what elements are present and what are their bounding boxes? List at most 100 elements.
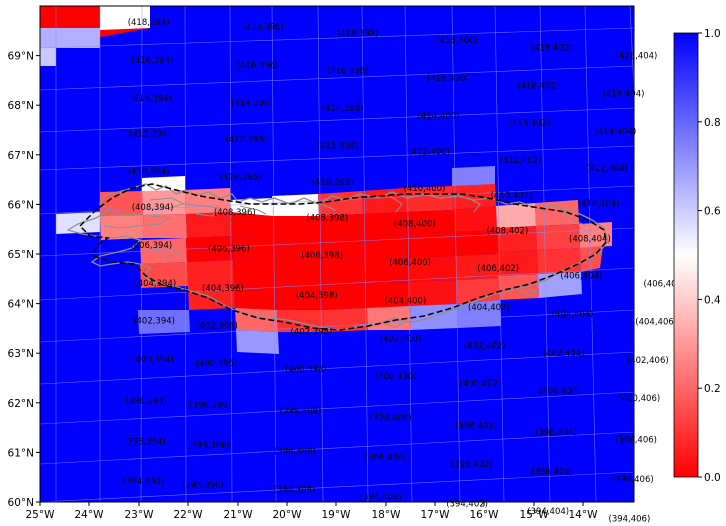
tile-label: (396,400)	[365, 453, 407, 463]
tile-label: (412,398)	[317, 141, 359, 151]
tile	[367, 306, 411, 330]
tile	[277, 310, 324, 332]
tile-label: (396,402)	[451, 460, 493, 470]
tile-label: (410,400)	[404, 184, 446, 194]
tile	[234, 284, 277, 310]
x-tick-label: 25°W	[26, 509, 56, 521]
tile	[456, 278, 500, 304]
tile-label: (396,406)	[612, 475, 654, 485]
colorbar-tick-label: 0.0	[704, 472, 721, 484]
tile-label: (408,394)	[132, 203, 174, 213]
tile	[497, 250, 538, 276]
x-tick-label: 19°W	[322, 509, 352, 521]
tile-label: (416,402)	[517, 82, 559, 92]
tile	[452, 166, 495, 190]
tile-label: (416,400)	[427, 74, 469, 84]
tile	[232, 236, 275, 262]
tile-label: (404,398)	[296, 291, 338, 301]
tile-layer	[40, 6, 612, 354]
tile-label: (400,400)	[375, 372, 417, 382]
tile-label: (394,396)	[182, 481, 224, 491]
x-tick-label: 15°W	[520, 509, 550, 521]
tile	[535, 200, 579, 226]
tile-label: (394,394)	[123, 477, 165, 487]
tile-label: (418,398)	[337, 29, 379, 39]
y-tick-label: 62°N	[8, 398, 34, 410]
tile	[233, 260, 276, 286]
tile-label: (408,400)	[394, 219, 436, 229]
colorbar-tick-label: 1.0	[704, 28, 721, 40]
coastline	[66, 183, 609, 331]
tile	[318, 191, 363, 216]
graticule	[40, 6, 634, 502]
tile	[143, 214, 187, 238]
y-tick-label: 67°N	[8, 150, 34, 162]
tile-label: (418,402)	[531, 44, 573, 54]
tile-label: (414,394)	[130, 94, 172, 104]
tile	[452, 184, 496, 210]
tile-label: (404,406)	[635, 318, 677, 328]
tile	[363, 212, 407, 236]
tile-label: (412,404)	[586, 164, 628, 174]
x-tick-label: 17°W	[421, 509, 451, 521]
tile-label: (402,394)	[133, 317, 175, 327]
tile-label: (416,394)	[131, 56, 173, 66]
x-axis: 25°W 24°W 23°W 22°W 21°W 20°W 19°W 18°W 17°W 16°W…	[26, 502, 598, 521]
tile-label: (414,398)	[322, 104, 364, 114]
tile	[365, 258, 409, 284]
tile	[40, 28, 100, 48]
tile-label: (414,396)	[231, 99, 273, 109]
tile	[409, 280, 457, 306]
tile-label: (396,394)	[124, 437, 166, 447]
y-tick-label: 64°N	[8, 299, 34, 311]
tile	[364, 234, 408, 260]
tile	[274, 238, 321, 262]
tile-label: (394,406)	[609, 514, 651, 524]
tile-label: (394,402)	[446, 499, 488, 509]
x-tick-label: 20°W	[273, 509, 303, 521]
tile-label: (416,404)	[603, 90, 645, 100]
tile	[186, 212, 232, 238]
colorbar-gradient	[673, 32, 699, 478]
tile-label: (414,402)	[509, 119, 551, 129]
y-axis: 60°N 61°N 62°N 63°N 64°N 65°N 66°N 67°N 68°N 69°N	[8, 51, 40, 509]
tile	[273, 216, 320, 238]
tile	[322, 284, 367, 310]
tile-label: (412,402)	[500, 156, 542, 166]
tile-label: (394,398)	[274, 486, 316, 496]
tile-label: (396,404)	[531, 467, 573, 477]
tile-label: (400,402)	[459, 379, 501, 389]
colorbar-tick-label: 0.8	[704, 117, 721, 129]
tile	[454, 230, 498, 256]
tile	[40, 48, 56, 66]
tile	[276, 286, 323, 310]
tile-label: (404,400)	[385, 296, 427, 306]
tile-label: (410,398)	[312, 178, 354, 188]
colorbar-tick-label: 0.6	[704, 206, 721, 218]
tile	[321, 260, 366, 286]
tile	[140, 238, 187, 264]
tile-label: (418,396)	[242, 23, 284, 33]
tile-label: (412,396)	[225, 135, 267, 145]
tile-label: (400,404)	[539, 387, 581, 397]
tile-label: (402,402)	[464, 342, 506, 352]
tile-label: (406,396)	[208, 245, 250, 255]
tile-label: (394,400)	[360, 493, 402, 503]
tile	[319, 214, 364, 238]
tile-label: (410,402)	[491, 191, 533, 201]
tile-label: (404,396)	[202, 284, 244, 294]
x-tick-label: 18°W	[372, 509, 402, 521]
tile-label: (396,398)	[274, 447, 316, 457]
tile-label: (404,404)	[552, 310, 594, 320]
colorbar-tick-label: 0.4	[704, 294, 721, 306]
x-tick-label: 21°W	[224, 509, 254, 521]
tile	[186, 236, 233, 262]
tile	[536, 224, 580, 250]
tile-label-layer: (418,394) (418,396) (418,398) (418,400) (418…	[123, 18, 686, 524]
tile-label: (412,400)	[408, 148, 450, 158]
tile	[406, 210, 454, 234]
x-tick-label: 16°W	[470, 509, 500, 521]
tile-label: (410,404)	[578, 199, 620, 209]
tile	[100, 6, 150, 30]
y-tick-label: 61°N	[8, 447, 34, 459]
